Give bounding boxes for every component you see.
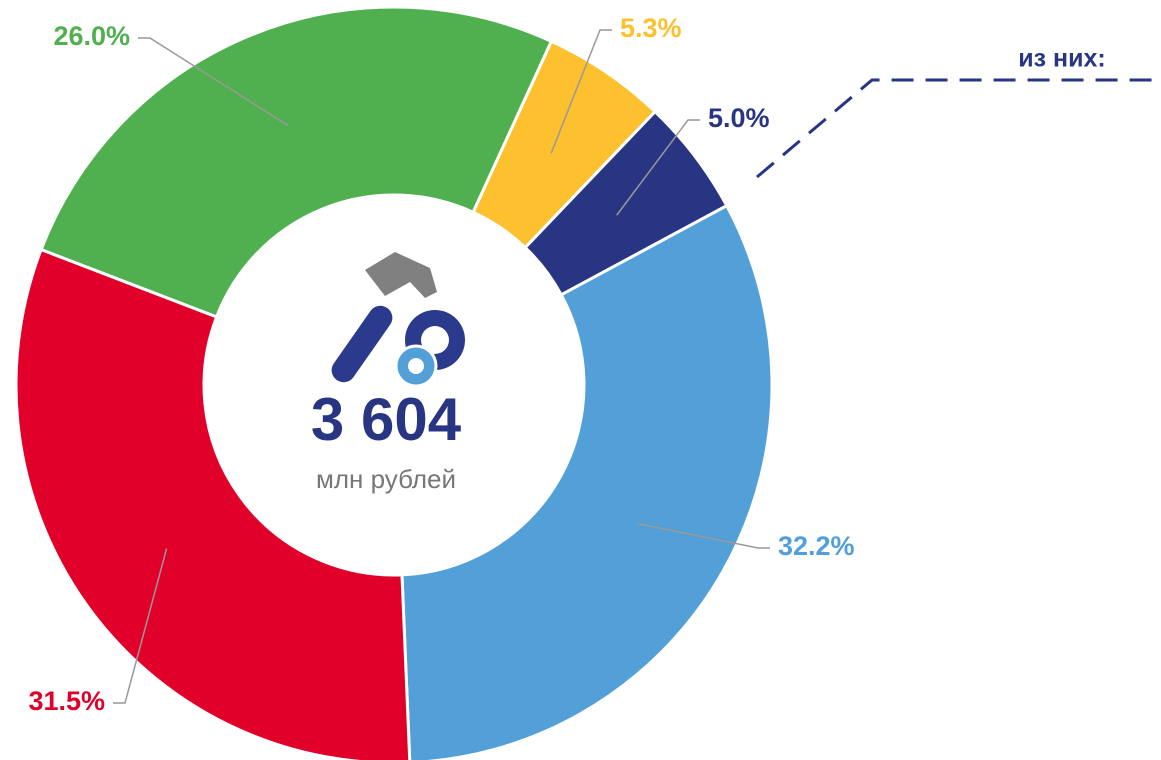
data-label: 32.2% xyxy=(778,531,855,561)
annotation: из них: xyxy=(1018,45,1105,73)
donut-slice xyxy=(400,203,774,760)
leader-line xyxy=(113,548,168,704)
data-label: 31.5% xyxy=(28,686,105,716)
dashed-callout xyxy=(756,78,1161,179)
center-value: 3 604 xyxy=(311,386,462,453)
leader-line xyxy=(637,522,770,549)
leader-line xyxy=(616,119,700,216)
donut-slice xyxy=(39,5,554,319)
center-unit: млн рублей xyxy=(316,464,456,494)
leader-line xyxy=(550,29,612,154)
leader-line xyxy=(138,37,289,127)
data-label: 5.0% xyxy=(708,103,770,133)
data-label: 5.3% xyxy=(620,13,682,43)
center-icon xyxy=(331,252,465,388)
donut-slice xyxy=(14,247,412,760)
data-label: 26.0% xyxy=(53,21,130,51)
